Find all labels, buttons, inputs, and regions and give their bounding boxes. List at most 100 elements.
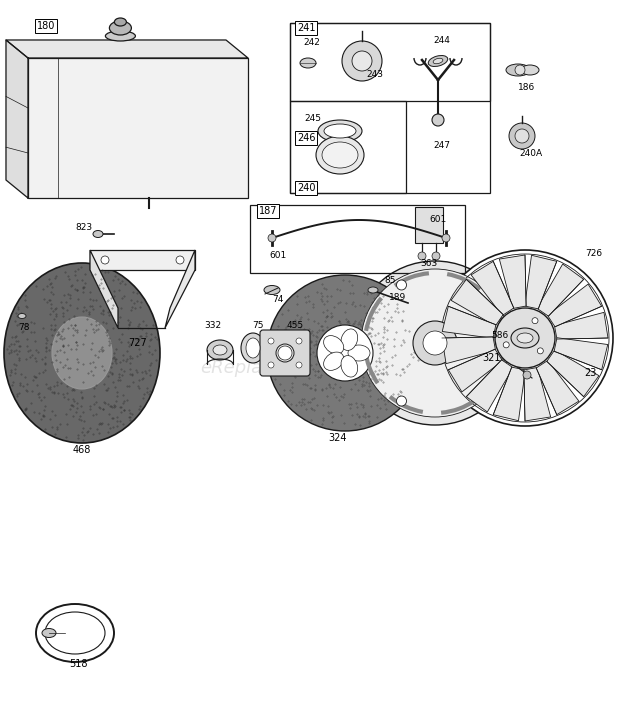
- Bar: [415, 207, 443, 243]
- Bar: [250, 205, 465, 273]
- Ellipse shape: [428, 55, 448, 66]
- Text: 586: 586: [492, 331, 508, 339]
- FancyBboxPatch shape: [260, 330, 310, 376]
- Text: 74: 74: [272, 295, 284, 304]
- Polygon shape: [442, 306, 496, 339]
- Ellipse shape: [324, 124, 356, 138]
- Circle shape: [538, 348, 543, 354]
- Ellipse shape: [322, 142, 358, 168]
- Ellipse shape: [42, 628, 56, 638]
- Ellipse shape: [341, 355, 358, 377]
- Ellipse shape: [45, 612, 105, 654]
- Circle shape: [267, 275, 423, 431]
- Text: 601: 601: [269, 250, 286, 259]
- Circle shape: [353, 261, 517, 425]
- Text: 243: 243: [366, 70, 384, 79]
- Text: 246: 246: [297, 133, 315, 143]
- Circle shape: [423, 331, 447, 355]
- Text: 189: 189: [389, 293, 407, 302]
- Ellipse shape: [18, 314, 26, 319]
- Circle shape: [296, 362, 302, 368]
- Text: 245: 245: [304, 114, 321, 123]
- Polygon shape: [90, 250, 118, 328]
- Ellipse shape: [246, 338, 260, 358]
- Ellipse shape: [4, 263, 160, 443]
- Ellipse shape: [517, 333, 533, 343]
- Text: 85: 85: [384, 276, 396, 285]
- Ellipse shape: [324, 352, 343, 371]
- Circle shape: [268, 362, 274, 368]
- Circle shape: [397, 280, 407, 290]
- Circle shape: [503, 342, 509, 348]
- Text: 180: 180: [37, 21, 55, 31]
- Circle shape: [176, 256, 184, 264]
- Text: 726: 726: [585, 248, 603, 258]
- Ellipse shape: [52, 317, 112, 389]
- Polygon shape: [442, 337, 495, 364]
- Ellipse shape: [241, 333, 265, 363]
- Circle shape: [278, 346, 292, 360]
- Bar: [290, 23, 490, 101]
- Polygon shape: [165, 250, 195, 328]
- Text: 321: 321: [483, 353, 501, 363]
- Polygon shape: [525, 256, 557, 309]
- Text: 468: 468: [73, 445, 91, 455]
- Polygon shape: [547, 350, 599, 397]
- Text: 332: 332: [205, 320, 221, 330]
- Ellipse shape: [506, 64, 530, 76]
- Circle shape: [268, 234, 276, 242]
- Ellipse shape: [276, 344, 294, 362]
- Bar: [290, 101, 406, 193]
- Circle shape: [432, 114, 444, 126]
- Text: 324: 324: [329, 433, 347, 443]
- Ellipse shape: [316, 136, 364, 174]
- Polygon shape: [471, 261, 514, 315]
- Text: 240: 240: [297, 183, 315, 193]
- Circle shape: [418, 252, 426, 260]
- Ellipse shape: [324, 336, 343, 354]
- Circle shape: [317, 325, 373, 381]
- Polygon shape: [6, 40, 28, 198]
- Text: 244: 244: [433, 36, 451, 45]
- Polygon shape: [537, 264, 583, 316]
- Polygon shape: [90, 250, 195, 270]
- Circle shape: [342, 41, 382, 81]
- Circle shape: [509, 123, 535, 149]
- Text: 23: 23: [584, 368, 596, 378]
- Circle shape: [515, 129, 529, 143]
- Circle shape: [296, 338, 302, 344]
- Circle shape: [397, 396, 407, 406]
- Polygon shape: [494, 367, 525, 421]
- Polygon shape: [499, 255, 526, 309]
- Text: 242: 242: [304, 38, 321, 47]
- Ellipse shape: [511, 328, 539, 348]
- Ellipse shape: [300, 58, 316, 68]
- Bar: [290, 23, 490, 193]
- Text: 78: 78: [18, 323, 30, 333]
- Text: 455: 455: [286, 320, 304, 330]
- Circle shape: [442, 234, 450, 242]
- Circle shape: [101, 256, 109, 264]
- Polygon shape: [547, 284, 601, 327]
- Ellipse shape: [207, 340, 233, 360]
- Ellipse shape: [93, 231, 103, 237]
- Circle shape: [432, 252, 440, 260]
- Circle shape: [437, 250, 613, 426]
- Polygon shape: [554, 338, 608, 370]
- Circle shape: [515, 65, 525, 75]
- Text: 187: 187: [259, 206, 277, 216]
- Circle shape: [361, 269, 509, 417]
- Polygon shape: [6, 40, 248, 58]
- Circle shape: [268, 338, 274, 344]
- Circle shape: [495, 308, 555, 368]
- Ellipse shape: [348, 345, 370, 361]
- Text: 75: 75: [252, 320, 264, 330]
- Text: eReplacementParts.com: eReplacementParts.com: [200, 359, 420, 377]
- Ellipse shape: [318, 120, 362, 142]
- Ellipse shape: [115, 18, 126, 26]
- Text: 186: 186: [518, 83, 536, 92]
- Ellipse shape: [433, 58, 443, 64]
- Ellipse shape: [368, 287, 378, 293]
- Circle shape: [523, 371, 531, 379]
- Circle shape: [497, 338, 507, 348]
